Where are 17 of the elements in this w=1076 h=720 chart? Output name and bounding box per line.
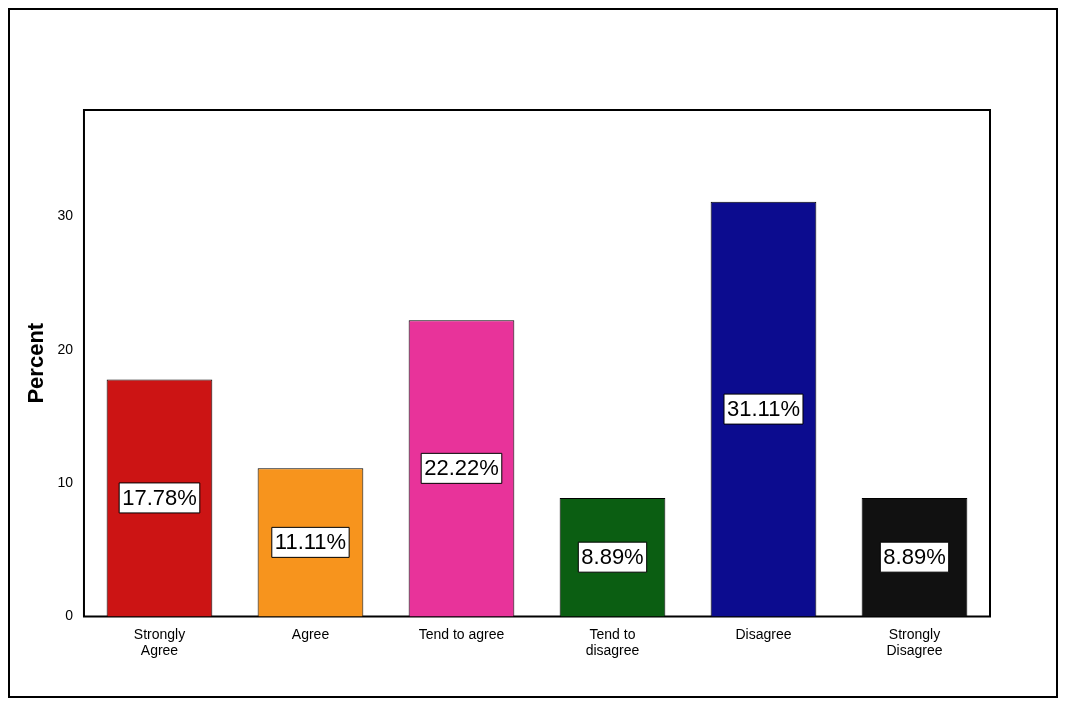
x-tick-label: Tend to agree — [418, 625, 505, 642]
data-label: 11.11% — [274, 529, 347, 555]
data-label: 17.78% — [122, 484, 197, 510]
y-tick-label: 0 — [65, 607, 74, 624]
data-label: 22.22% — [424, 455, 499, 481]
data-label: 8.89% — [883, 544, 946, 570]
x-tick-label: Strongly Disagree — [886, 625, 943, 659]
x-tick-label: Agree — [291, 625, 330, 642]
data-label: 8.89% — [581, 544, 644, 570]
x-tick-label: Tend to disagree — [585, 625, 640, 659]
x-tick-label: Strongly Agree — [133, 625, 186, 659]
y-tick-label: 20 — [57, 340, 74, 357]
x-tick-label: Disagree — [735, 625, 792, 642]
y-axis-title: Percent — [23, 322, 49, 404]
y-tick-label: 10 — [57, 474, 74, 490]
data-label: 31.11% — [727, 396, 800, 422]
y-tick-label: 30 — [57, 207, 74, 224]
